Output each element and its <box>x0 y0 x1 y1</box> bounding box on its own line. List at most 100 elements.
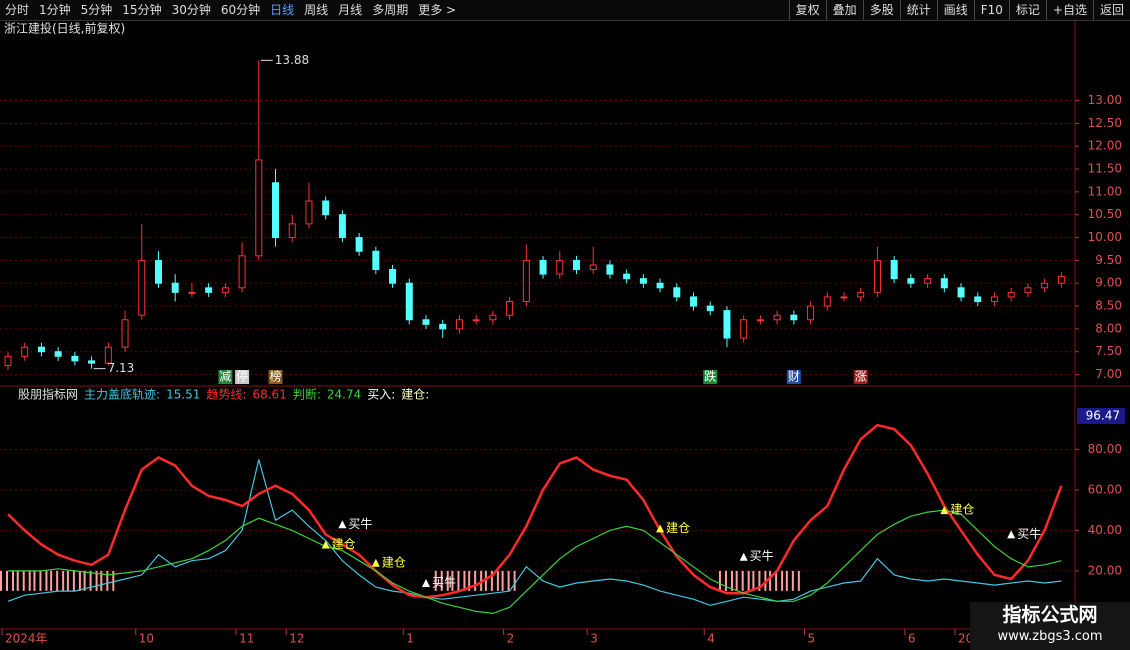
signal-bar <box>490 570 493 591</box>
signal-bar <box>66 570 69 591</box>
candle-body <box>1024 287 1032 293</box>
candle-body <box>338 214 346 239</box>
legend-text: 判断: <box>293 387 321 402</box>
signal-bar <box>747 570 750 591</box>
signal-bar <box>106 570 109 591</box>
tool-button[interactable]: F10 <box>973 0 1009 20</box>
period-tab[interactable]: 15分钟 <box>122 3 162 17</box>
event-label: 跌 <box>704 369 716 384</box>
signal-bar <box>33 570 36 591</box>
signal-marker <box>338 520 347 529</box>
tool-button[interactable]: +自选 <box>1045 0 1093 20</box>
watermark: 指标公式网 www.zbgs3.com <box>970 602 1130 650</box>
legend-text: 68.61 <box>252 388 286 402</box>
signal-bar <box>735 570 738 591</box>
tool-button[interactable]: 复权 <box>788 0 826 20</box>
signal-bar <box>797 570 800 591</box>
signal-marker <box>656 524 665 533</box>
signal-bar <box>769 570 772 591</box>
period-tab[interactable]: 周线 <box>304 3 329 17</box>
candle-body <box>990 296 998 303</box>
signal-bar <box>6 570 8 591</box>
signal-bar <box>496 570 499 591</box>
signal-bar <box>62 570 65 591</box>
candle-body <box>154 259 162 284</box>
candle-body <box>104 346 112 364</box>
period-tab[interactable]: 月线 <box>338 3 363 17</box>
signal-bar <box>457 570 460 591</box>
signal-bar <box>100 570 103 591</box>
legend-text: 股朋指标网 <box>18 387 78 402</box>
period-tab[interactable]: 分时 <box>5 3 30 17</box>
y-tick-label: 12.00 <box>1088 139 1122 153</box>
period-tab[interactable]: 60分钟 <box>220 3 261 17</box>
signal-bar <box>718 570 721 591</box>
y-tick-label: 11.50 <box>1088 162 1122 176</box>
period-tab[interactable]: 5分钟 <box>80 3 113 17</box>
candle-body <box>272 182 280 239</box>
legend-text: 主力盖底轨迹: <box>84 387 160 402</box>
tool-button[interactable]: 统计 <box>899 0 937 20</box>
signal-bar <box>440 570 443 591</box>
top-value-label: 96.47 <box>1086 409 1120 423</box>
tool-button[interactable]: 叠加 <box>825 0 863 20</box>
signal-bar <box>112 570 115 591</box>
watermark-url: www.zbgs3.com <box>997 629 1103 644</box>
period-tab[interactable]: 30分钟 <box>171 3 211 17</box>
signal-label: 买牛 <box>1017 526 1041 541</box>
extreme-label: 13.88 <box>275 53 309 67</box>
candle-body <box>807 305 815 321</box>
candle-body <box>522 259 530 303</box>
candle-body <box>255 159 263 257</box>
candle-body <box>606 264 614 275</box>
candle-body <box>639 278 647 284</box>
candle-body <box>355 237 363 252</box>
candle-body <box>873 259 881 293</box>
signal-marker <box>422 579 430 588</box>
series-line <box>7 459 1062 606</box>
tool-button[interactable]: 标记 <box>1008 0 1046 20</box>
candle-body <box>205 287 213 293</box>
signal-bar <box>22 570 25 591</box>
candle-body <box>71 355 79 362</box>
signal-label: 建仓 <box>332 537 356 551</box>
y-tick-label: 8.00 <box>1095 321 1122 335</box>
candle-body <box>238 255 246 289</box>
candle-body <box>1007 291 1015 298</box>
top-value-box <box>1077 408 1125 424</box>
candle-body <box>372 250 380 271</box>
signal-bar <box>758 570 761 591</box>
y-tick-label: 60.00 <box>1088 482 1122 496</box>
signal-marker <box>739 552 748 561</box>
signal-label: 建仓 <box>950 503 974 517</box>
toolbar: 分时 1分钟 5分钟 15分钟 30分钟 60分钟 日线 周线 月线 多周期 更多 > 复权 叠加 多股统… <box>0 0 1130 21</box>
period-tab[interactable]: 1分钟 <box>39 3 71 17</box>
x-tick-label: 4 <box>707 632 715 646</box>
signal-label: 买牛 <box>750 548 774 563</box>
period-tab[interactable]: 多周期 <box>372 3 409 17</box>
extreme-label: 7.13 <box>108 361 135 375</box>
candle-body <box>37 346 45 353</box>
y-tick-label: 10.00 <box>1088 230 1122 244</box>
candle-body <box>21 346 29 357</box>
signal-bar <box>28 570 31 591</box>
candle-body <box>673 287 681 298</box>
tool-button[interactable]: 画线 <box>936 0 974 20</box>
signal-bar <box>507 570 510 591</box>
signal-bar <box>463 570 466 591</box>
period-tab[interactable]: 更多 > <box>418 3 457 17</box>
candle-body <box>221 287 229 293</box>
y-tick-label: 8.50 <box>1095 299 1122 313</box>
candle-body <box>706 305 714 312</box>
tool-button[interactable]: 返回 <box>1092 0 1130 20</box>
chart-title: 浙江建投(日线,前复权) <box>4 21 125 36</box>
candle-body <box>539 259 547 275</box>
y-tick-label: 12.50 <box>1088 116 1122 130</box>
signal-marker <box>940 506 949 515</box>
legend-text: 建仓: <box>401 388 429 402</box>
candle-body <box>506 301 514 316</box>
signal-label: 买牛 <box>432 575 456 590</box>
tool-button[interactable]: 多股 <box>862 0 900 20</box>
period-tab[interactable]: 日线 <box>270 3 295 17</box>
